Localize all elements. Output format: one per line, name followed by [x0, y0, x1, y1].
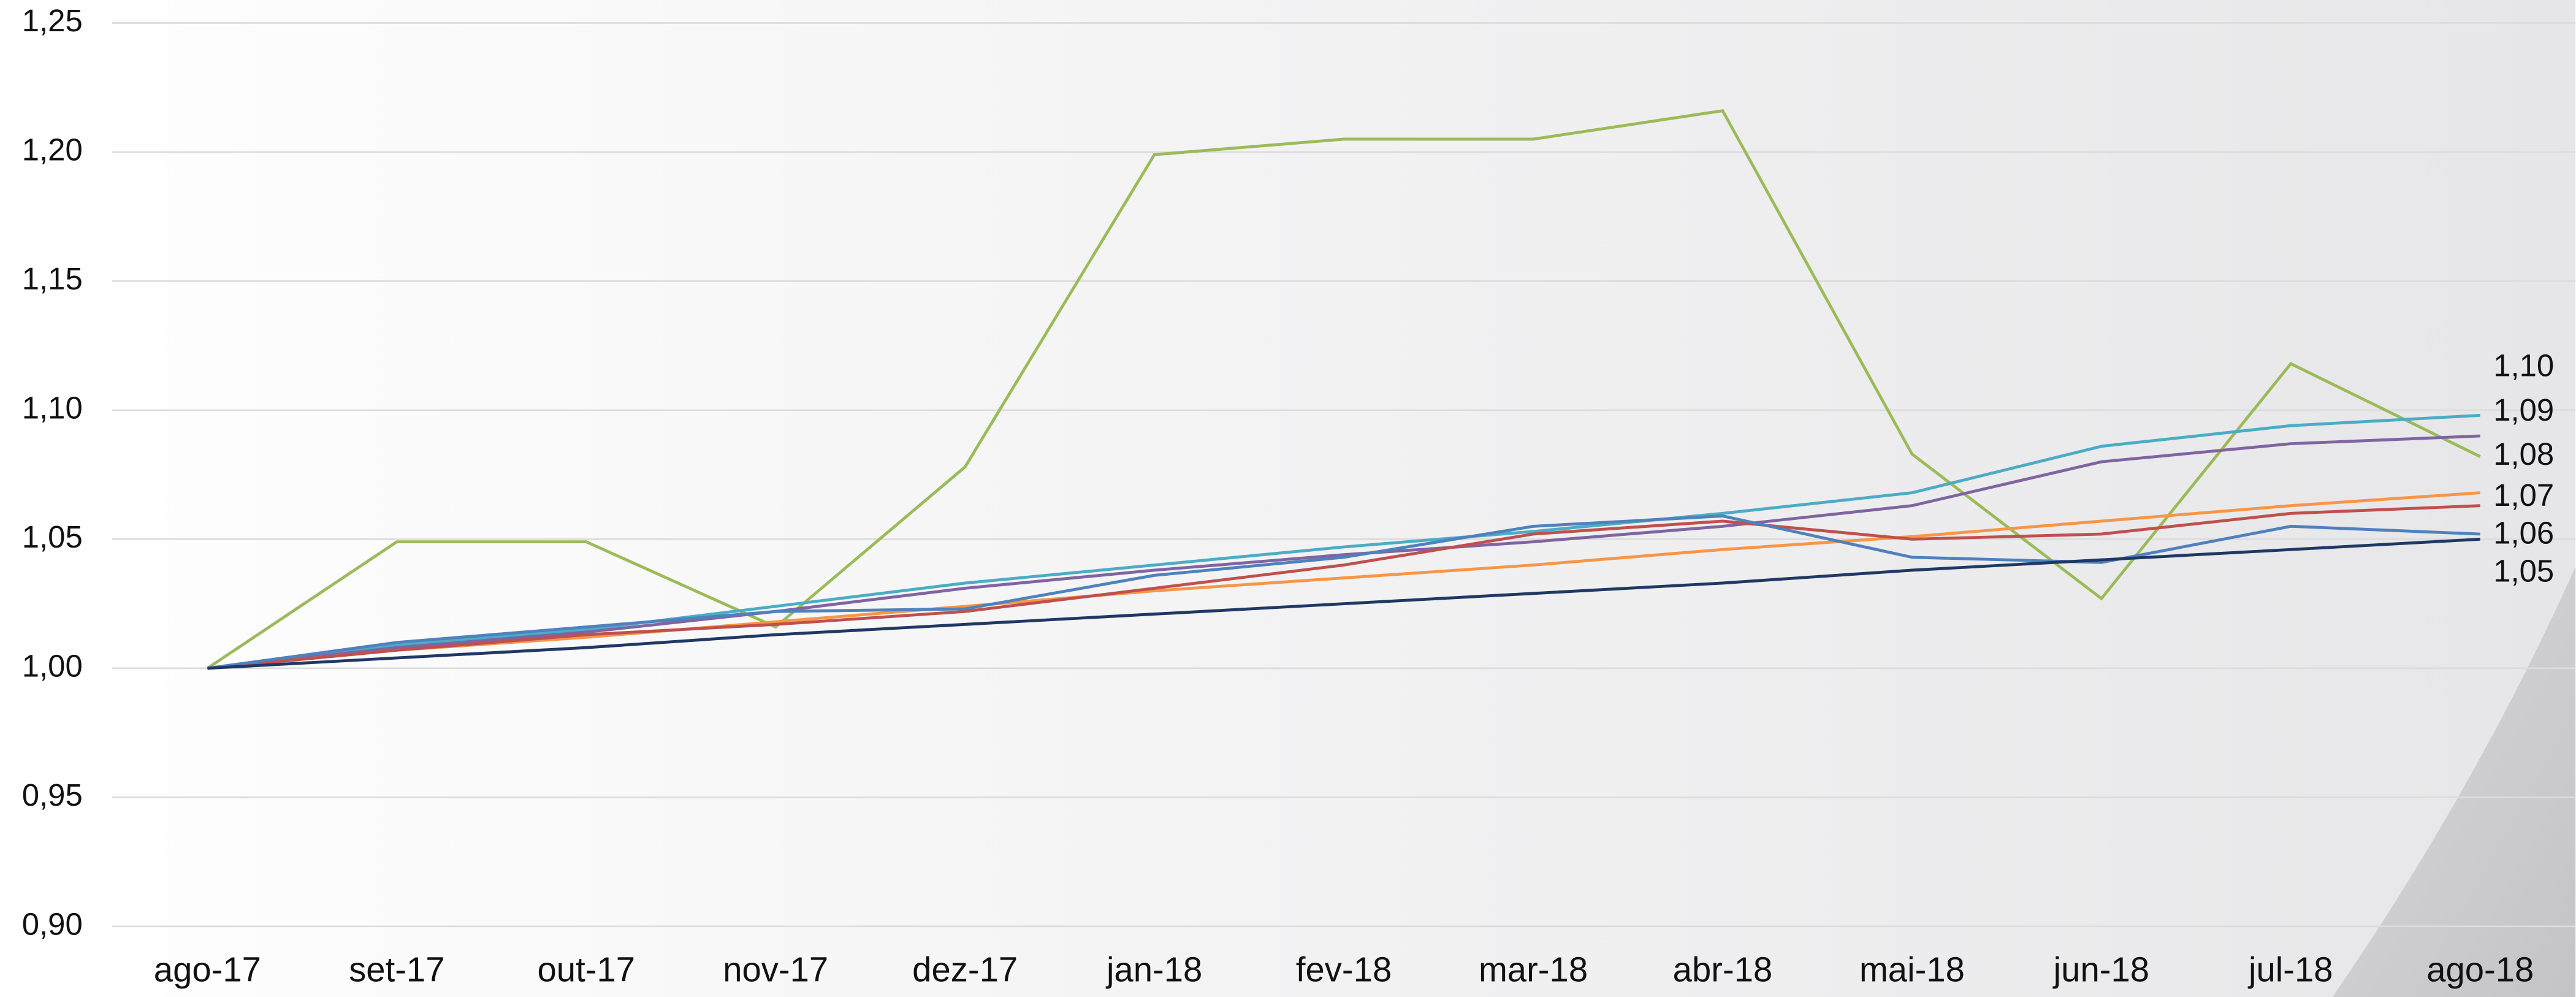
- end-label: 1,07: [2493, 478, 2554, 513]
- y-tick-label: 1,00: [22, 648, 83, 683]
- y-tick-label: 1,15: [22, 261, 83, 296]
- x-tick-label: ago-18: [2426, 950, 2534, 989]
- x-tick-label: mai-18: [1859, 950, 1965, 989]
- y-tick-label: 0,90: [22, 906, 83, 941]
- series-line: [207, 434, 2480, 670]
- x-tick-label: jan-18: [1105, 950, 1202, 989]
- series-line: [207, 537, 2480, 670]
- y-tick-label: 0,95: [22, 777, 83, 812]
- end-label: 1,06: [2493, 516, 2554, 551]
- end-label: 1,08: [2493, 437, 2554, 472]
- series-line: [207, 504, 2480, 670]
- y-tick-label: 1,25: [22, 3, 83, 38]
- y-tick-label: 1,20: [22, 132, 83, 167]
- x-tick-label: set-17: [349, 950, 444, 989]
- series-line: [207, 413, 2480, 670]
- x-tick-label: nov-17: [723, 950, 828, 989]
- y-tick-label: 1,10: [22, 390, 83, 425]
- x-tick-label: jul-18: [2247, 950, 2333, 989]
- x-tick-label: jun-18: [2052, 950, 2149, 989]
- x-tick-label: mar-18: [1479, 950, 1588, 989]
- decor-swoosh: [2332, 567, 2576, 997]
- end-label: 1,09: [2493, 392, 2554, 427]
- x-tick-label: out-17: [538, 950, 636, 989]
- end-label: 1,10: [2493, 348, 2554, 383]
- series-line: [207, 514, 2480, 670]
- series-line: [207, 109, 2481, 670]
- y-tick-label: 1,05: [22, 519, 83, 554]
- series-line: [207, 491, 2480, 670]
- end-label: 1,05: [2493, 553, 2554, 588]
- x-tick-label: ago-17: [154, 950, 261, 989]
- x-tick-label: fev-18: [1296, 950, 1392, 989]
- x-tick-label: abr-18: [1673, 950, 1773, 989]
- x-tick-label: dez-17: [912, 950, 1018, 989]
